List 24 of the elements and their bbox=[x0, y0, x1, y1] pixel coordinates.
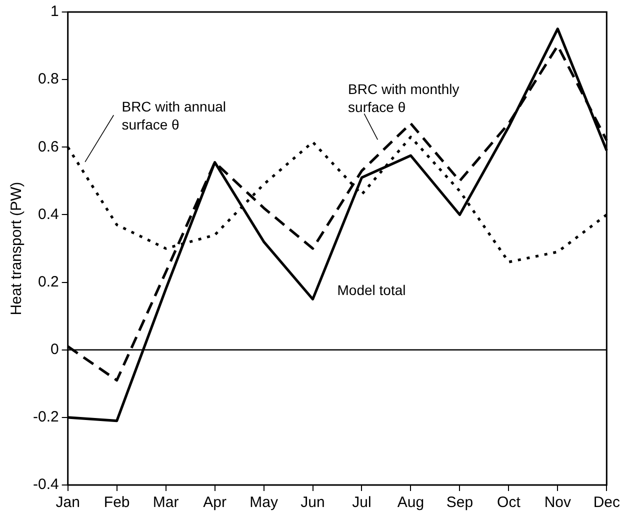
x-tick-label: Apr bbox=[203, 494, 226, 512]
x-tick-label: Aug bbox=[397, 494, 424, 512]
series-label: BRC with monthly surface θ bbox=[348, 80, 460, 115]
y-tick-label: 0.4 bbox=[38, 206, 59, 223]
y-tick-label: 0.8 bbox=[38, 70, 59, 88]
y-tick-label: 0.6 bbox=[38, 138, 59, 156]
y-tick-label: 1 bbox=[50, 3, 59, 20]
x-tick-label: May bbox=[250, 494, 278, 512]
x-tick-label: Sep bbox=[446, 494, 474, 512]
x-tick-label: Nov bbox=[544, 494, 572, 512]
y-tick-label: -0.2 bbox=[32, 408, 59, 426]
x-tick-label: Jun bbox=[300, 494, 325, 512]
x-tick-label: Jan bbox=[56, 494, 80, 512]
x-tick-label: Mar bbox=[152, 494, 179, 512]
x-tick-label: Oct bbox=[497, 494, 522, 512]
text: BRC with annual surface θ bbox=[122, 98, 226, 132]
x-tick-label: Feb bbox=[104, 494, 130, 512]
series-label: Model total bbox=[337, 282, 406, 298]
y-tick-label: 0 bbox=[50, 341, 59, 358]
y-tick-label: 0.2 bbox=[38, 273, 59, 290]
x-tick-label: Dec bbox=[593, 494, 620, 512]
y-tick-label: -0.4 bbox=[32, 476, 59, 494]
y-axis-title: Heat transport (PW) bbox=[8, 182, 26, 316]
x-tick-label: Jul bbox=[352, 494, 372, 512]
